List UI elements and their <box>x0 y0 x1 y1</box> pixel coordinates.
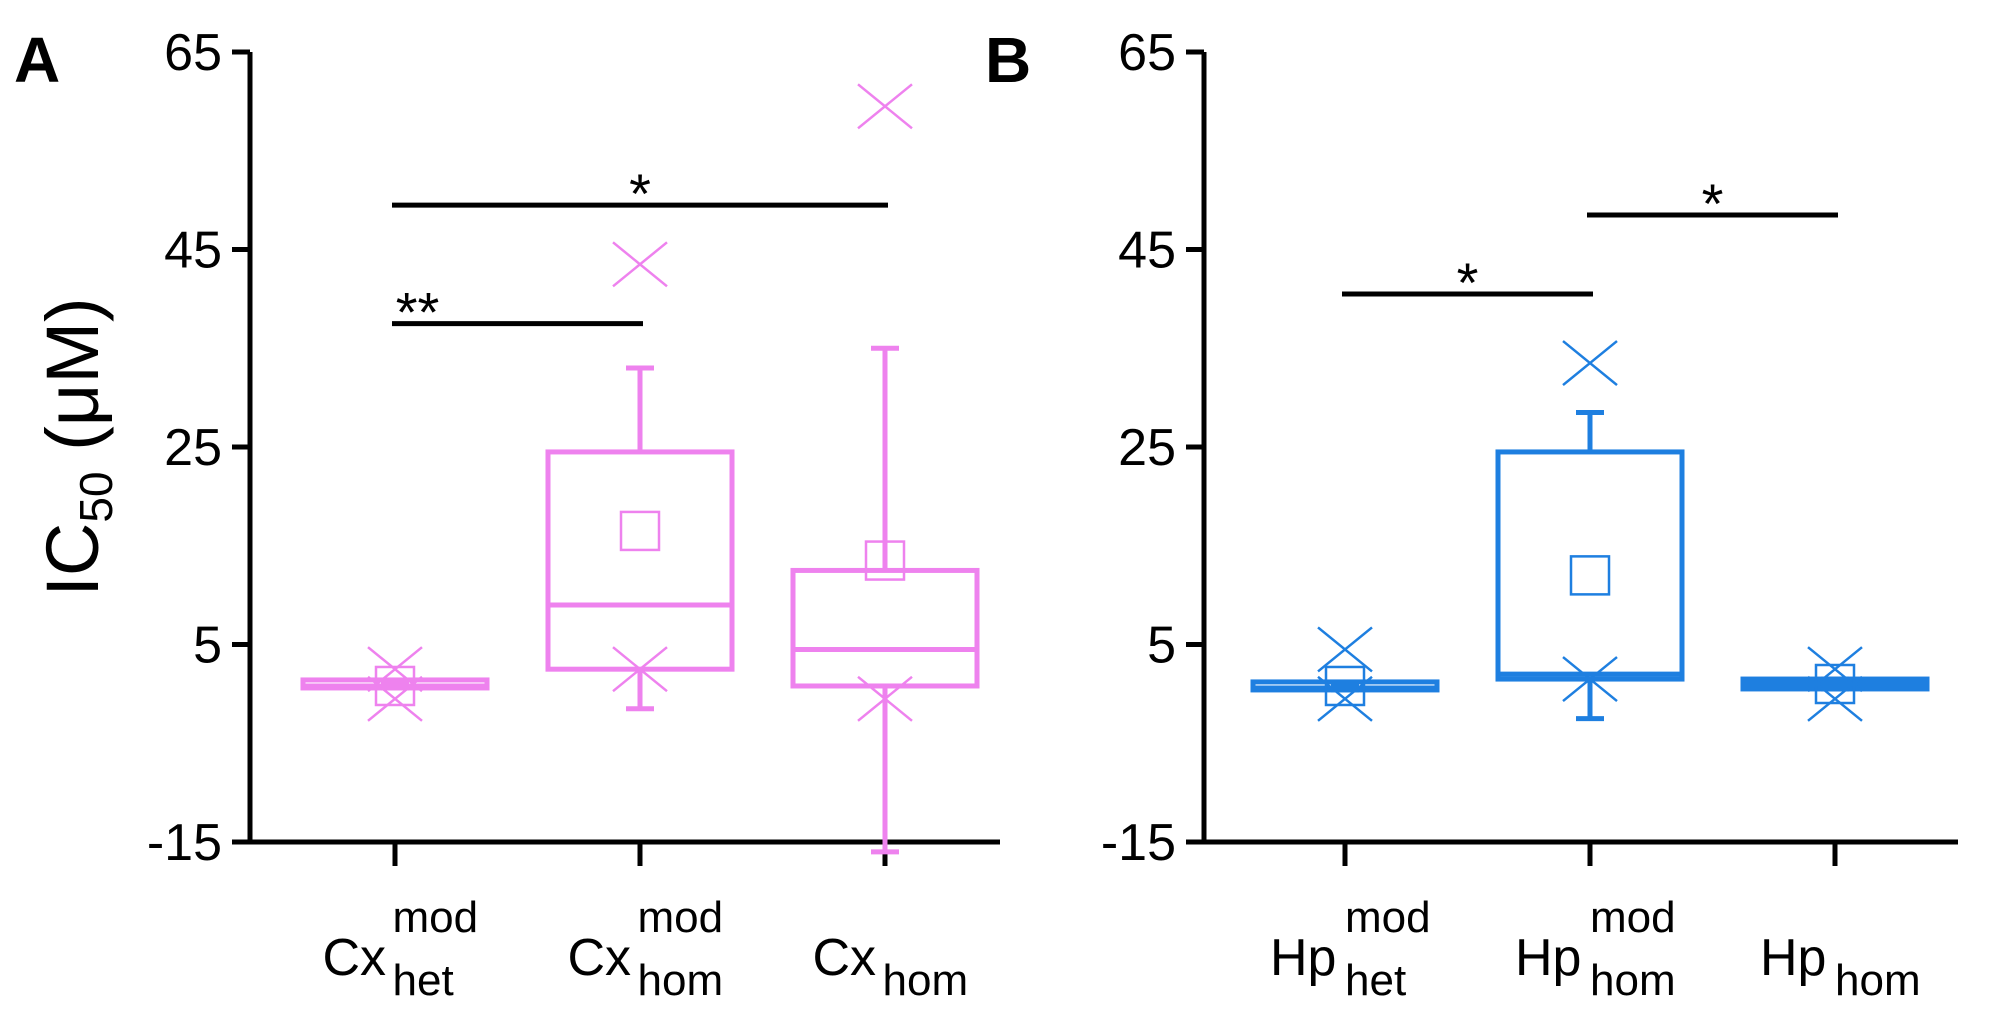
category-sub: hom <box>638 956 724 1005</box>
category-sub: hom <box>883 956 969 1005</box>
category-sup: mod <box>1590 893 1676 942</box>
significance-label: ** <box>396 281 440 344</box>
outlier-marker <box>857 675 913 722</box>
mean-marker <box>619 510 661 552</box>
significance-bracket: * <box>1587 172 1838 235</box>
significance-bracket: ** <box>392 281 643 344</box>
box-plot <box>1495 340 1685 722</box>
category-sub: hom <box>1835 956 1921 1005</box>
category-base: Cx <box>813 929 877 987</box>
mean-marker <box>1569 555 1611 596</box>
panel-label: A <box>14 24 60 96</box>
box-plot <box>545 241 735 712</box>
box-iqr <box>1495 449 1685 682</box>
category-sub: het <box>1345 956 1406 1005</box>
outlier-marker <box>1807 675 1863 722</box>
significance-bracket: * <box>392 162 888 225</box>
y-tick-label: 45 <box>1118 222 1176 280</box>
y-tick-label: 25 <box>1118 419 1176 477</box>
y-tick-label: 5 <box>193 617 222 675</box>
box-iqr <box>790 567 980 689</box>
outlier-marker <box>612 646 668 693</box>
outlier-marker <box>612 241 668 288</box>
box-iqr <box>545 449 735 672</box>
category-base: Hp <box>1515 929 1581 987</box>
category-sup: mod <box>393 893 479 942</box>
category-sub: hom <box>1590 956 1676 1005</box>
significance-label: * <box>629 162 651 225</box>
outlier-marker <box>1562 656 1618 703</box>
box-plot <box>1740 646 1930 722</box>
category-sup: mod <box>1345 893 1431 942</box>
category-base: Cx <box>323 929 387 987</box>
outlier-marker <box>857 83 913 130</box>
y-tick-label: -15 <box>147 814 222 872</box>
significance-label: * <box>1702 172 1724 235</box>
box-plot <box>1250 626 1440 722</box>
mean-marker <box>1324 665 1366 707</box>
mean-marker <box>864 540 906 581</box>
y-axis-label: IC50 (μM) <box>31 297 122 596</box>
category-base: Hp <box>1270 929 1336 987</box>
outlier-marker <box>1317 626 1373 673</box>
significance-label: * <box>1457 251 1479 314</box>
category-base: Cx <box>568 929 632 987</box>
y-tick-label: 65 <box>1118 24 1176 82</box>
x-tick-label: Cx hom <box>813 929 969 1005</box>
y-tick-label: 25 <box>164 419 222 477</box>
y-tick-label: -15 <box>1101 814 1176 872</box>
outlier-marker <box>1562 340 1618 387</box>
box-plot <box>790 83 980 855</box>
outlier-marker <box>1317 675 1373 722</box>
category-sup: mod <box>638 893 724 942</box>
outlier-marker <box>367 675 423 722</box>
panel-label: B <box>985 24 1031 96</box>
y-tick-label: 5 <box>1147 617 1176 675</box>
significance-bracket: * <box>1342 251 1593 314</box>
category-base: Hp <box>1760 929 1826 987</box>
box-plot <box>300 646 490 722</box>
x-tick-label: Hp hom <box>1760 929 1921 1005</box>
y-tick-label: 45 <box>164 222 222 280</box>
y-tick-label: 65 <box>164 24 222 82</box>
category-sub: het <box>393 956 454 1005</box>
